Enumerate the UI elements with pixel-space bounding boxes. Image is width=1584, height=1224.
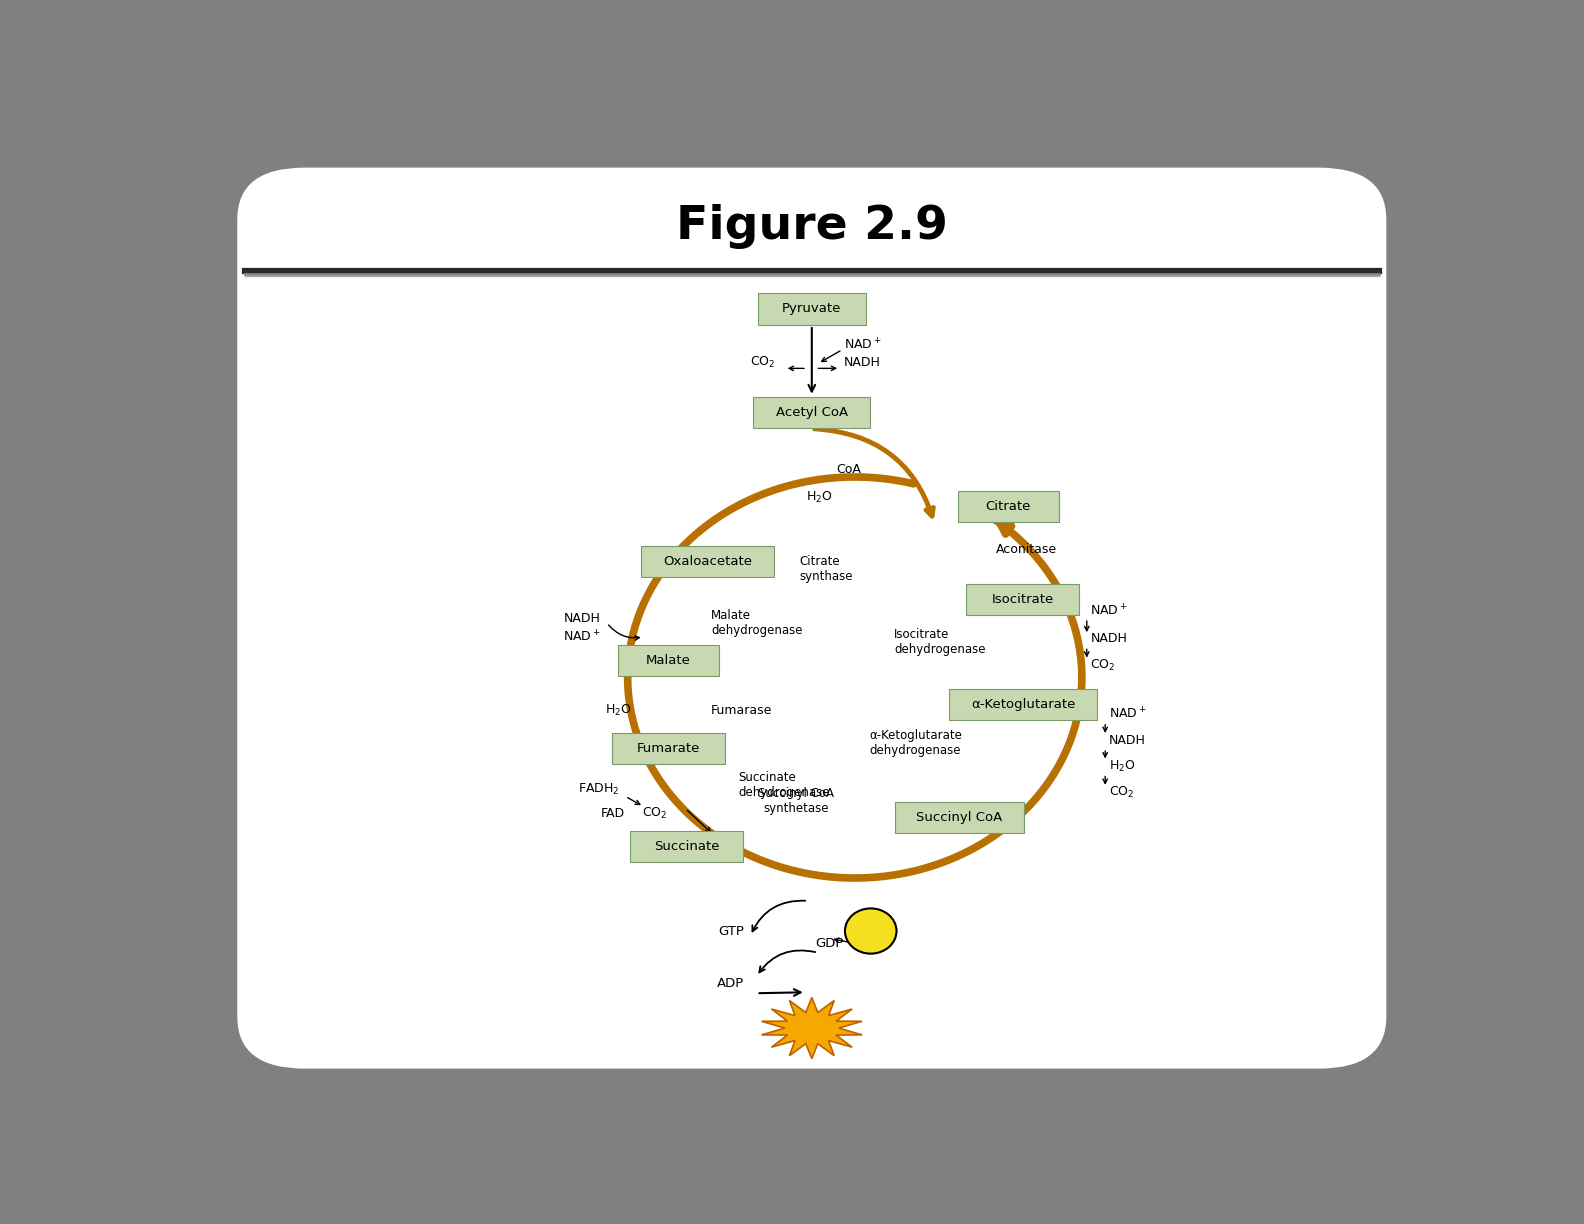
FancyBboxPatch shape [611,733,724,764]
Text: Figure 2.9: Figure 2.9 [676,204,947,250]
Text: Pyruvate: Pyruvate [782,302,841,316]
FancyBboxPatch shape [630,831,743,862]
Text: P$_i$: P$_i$ [863,923,878,939]
Text: Malate
dehydrogenase: Malate dehydrogenase [711,608,803,636]
FancyBboxPatch shape [895,803,1023,834]
FancyBboxPatch shape [958,491,1058,523]
Text: FADH$_2$: FADH$_2$ [578,782,619,797]
Text: Succinyl CoA: Succinyl CoA [916,812,1003,825]
Text: GDP: GDP [816,936,844,950]
Text: GTP: GTP [719,924,744,938]
Text: Malate: Malate [646,654,691,667]
Text: NADH: NADH [564,612,600,624]
Text: NAD$^+$: NAD$^+$ [1109,706,1147,722]
Text: H$_2$O: H$_2$O [806,490,832,506]
Text: CoA: CoA [836,463,862,476]
Text: Succinate
dehydrogenase: Succinate dehydrogenase [738,771,830,799]
Polygon shape [762,998,862,1059]
Text: Succinyl CoA
synthetase: Succinyl CoA synthetase [757,787,833,815]
FancyBboxPatch shape [966,584,1079,614]
Text: Fumarase: Fumarase [711,704,773,717]
Text: H$_2$O: H$_2$O [1109,759,1136,774]
Text: FAD: FAD [600,807,626,820]
Text: NADH: NADH [1109,734,1145,747]
Text: NADH: NADH [844,356,881,370]
Text: NAD$^+$: NAD$^+$ [1090,603,1128,618]
Text: Isocitrate
dehydrogenase: Isocitrate dehydrogenase [893,628,985,656]
FancyBboxPatch shape [238,168,1386,1069]
Text: H$_2$O: H$_2$O [605,703,632,718]
Text: Isocitrate: Isocitrate [992,592,1053,606]
Text: Citrate: Citrate [985,501,1031,513]
FancyBboxPatch shape [618,645,719,676]
Text: CO$_2$: CO$_2$ [642,805,667,821]
Text: Citrate
synthase: Citrate synthase [800,556,854,583]
Text: ATP: ATP [797,1021,827,1036]
FancyBboxPatch shape [642,546,773,578]
Text: Fumarate: Fumarate [637,742,700,755]
Text: α-Ketoglutarate
dehydrogenase: α-Ketoglutarate dehydrogenase [870,728,963,756]
Text: Oxaloacetate: Oxaloacetate [664,554,752,568]
Text: CO$_2$: CO$_2$ [749,355,775,370]
Text: Aconitase: Aconitase [996,542,1057,556]
FancyBboxPatch shape [757,294,866,324]
Text: NAD$^+$: NAD$^+$ [562,629,600,645]
Text: CO$_2$: CO$_2$ [1109,785,1134,800]
Text: α-Ketoglutarate: α-Ketoglutarate [971,699,1076,711]
Text: NADH: NADH [1090,633,1128,645]
Text: ADP: ADP [718,977,744,990]
FancyBboxPatch shape [754,397,870,428]
Text: NAD$^+$: NAD$^+$ [844,337,881,353]
Ellipse shape [844,908,897,953]
Text: Succinate: Succinate [654,840,719,853]
Text: CO$_2$: CO$_2$ [1090,657,1115,673]
Text: Acetyl CoA: Acetyl CoA [776,406,847,419]
FancyBboxPatch shape [949,689,1096,721]
